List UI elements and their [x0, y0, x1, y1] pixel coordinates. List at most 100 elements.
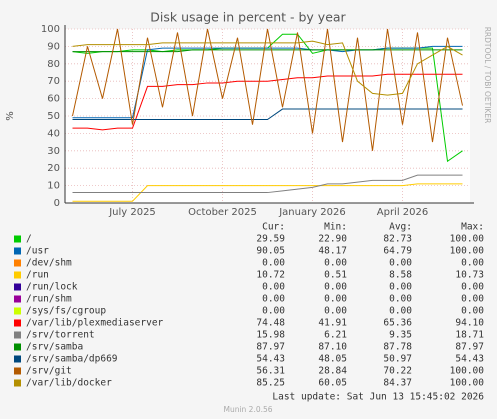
legend-stat: 9.35: [389, 330, 412, 341]
legend-swatch: [14, 319, 21, 327]
legend-stat: 60.05: [318, 378, 347, 389]
legend-stat: 8.58: [389, 270, 412, 281]
legend-stat: 54.43: [455, 354, 484, 365]
y-tick-label: 100: [41, 24, 60, 35]
legend-stat: 0.00: [461, 282, 484, 293]
legend-entry: /var/lib/docker: [26, 378, 112, 389]
legend-stat: 100.00: [450, 378, 485, 389]
series-line: [72, 108, 463, 120]
y-tick-label: 20: [47, 163, 60, 174]
legend-stat: 56.31: [256, 366, 285, 377]
legend-stat: 0.00: [461, 306, 484, 317]
legend-stat: 28.84: [318, 366, 347, 377]
legend-stat: 87.10: [318, 342, 347, 353]
legend-stat: 85.25: [256, 378, 285, 389]
x-tick-label: April 2026: [377, 207, 428, 218]
legend-entry: /run/lock: [26, 282, 78, 293]
legend-swatch: [14, 331, 21, 339]
legend-stat: 0.00: [262, 282, 285, 293]
legend-stat: 15.98: [256, 330, 285, 341]
legend-header: Min:: [324, 222, 347, 233]
legend-entry: /srv/samba/dp669: [26, 354, 118, 365]
legend-stat: 0.00: [389, 282, 412, 293]
legend-swatch: [14, 283, 21, 291]
legend-stat: 22.90: [318, 234, 347, 245]
legend-swatch: [14, 307, 21, 315]
legend-swatch: [14, 295, 21, 303]
legend-entry: /dev/shm: [26, 258, 72, 269]
y-axis-label: %: [5, 111, 16, 121]
legend-stat: 100.00: [450, 246, 485, 257]
legend-header: Avg:: [389, 222, 412, 233]
legend-swatch: [14, 367, 21, 375]
legend-stat: 48.17: [318, 246, 347, 257]
y-tick-label: 90: [47, 41, 60, 52]
legend-header: Cur:: [262, 222, 285, 233]
y-tick-label: 80: [47, 59, 60, 70]
legend-swatch: [14, 355, 21, 363]
legend-stat: 0.00: [262, 306, 285, 317]
legend-stat: 65.36: [383, 318, 412, 329]
legend-swatch: [14, 247, 21, 255]
footer: Last update: Sat Jun 13 15:45:02 2026: [272, 392, 484, 403]
legend-swatch: [14, 259, 21, 267]
legend-stat: 0.00: [262, 294, 285, 305]
legend-stat: 0.00: [389, 306, 412, 317]
y-tick-label: 70: [47, 76, 60, 87]
legend-stat: 70.22: [383, 366, 412, 377]
chart-title: Disk usage in percent - by year: [150, 10, 346, 25]
legend-stat: 41.91: [318, 318, 347, 329]
x-tick-label: January 2026: [278, 207, 346, 218]
legend-stat: 87.97: [256, 342, 285, 353]
legend-stat: 0.00: [324, 282, 347, 293]
legend-stat: 74.48: [256, 318, 285, 329]
y-tick-label: 10: [47, 181, 60, 192]
series-line: [72, 174, 463, 194]
x-tick-label: October 2025: [188, 207, 257, 218]
series-line: [72, 40, 463, 96]
legend-stat: 94.10: [455, 318, 484, 329]
legend-stat: 18.71: [455, 330, 484, 341]
legend-stat: 87.78: [383, 342, 412, 353]
series-line: [72, 183, 463, 202]
legend-entry: /var/lib/plexmediaserver: [26, 318, 164, 329]
series-line: [72, 73, 463, 131]
version: Munin 2.0.56: [223, 405, 272, 414]
legend-stat: 0.00: [461, 258, 484, 269]
legend-stat: 50.97: [383, 354, 412, 365]
series-line: [72, 28, 463, 151]
legend-stat: 10.72: [256, 270, 285, 281]
y-tick-label: 50: [47, 111, 60, 122]
legend-stat: 10.73: [455, 270, 484, 281]
legend-swatch: [14, 235, 21, 243]
legend-swatch: [14, 343, 21, 351]
legend-entry: /: [26, 234, 32, 245]
legend-swatch: [14, 271, 21, 279]
legend-stat: 0.00: [324, 306, 347, 317]
y-tick-label: 60: [47, 94, 60, 105]
legend-stat: 0.00: [461, 294, 484, 305]
legend-stat: 29.59: [256, 234, 285, 245]
legend-entry: /run/shm: [26, 294, 72, 305]
side-label: RRDTOOL / TOBI OETIKER: [483, 27, 492, 124]
legend-stat: 6.21: [324, 330, 347, 341]
legend-entry: /sys/fs/cgroup: [26, 306, 106, 317]
legend-stat: 0.00: [324, 294, 347, 305]
legend-stat: 100.00: [450, 366, 485, 377]
legend-entry: /usr: [26, 246, 49, 257]
legend-entry: /srv/samba: [26, 342, 83, 353]
legend-stat: 0.00: [389, 258, 412, 269]
legend-stat: 82.73: [383, 234, 412, 245]
legend-entry: /srv/torrent: [26, 330, 95, 341]
legend-stat: 0.00: [262, 258, 285, 269]
legend-stat: 0.00: [324, 258, 347, 269]
legend-stat: 0.00: [389, 294, 412, 305]
legend-header: Max:: [461, 222, 484, 233]
y-tick-label: 30: [47, 146, 60, 157]
legend-stat: 48.05: [318, 354, 347, 365]
legend-stat: 90.05: [256, 246, 285, 257]
y-tick-label: 40: [47, 128, 60, 139]
legend-stat: 64.79: [383, 246, 412, 257]
y-tick-label: 0: [54, 198, 60, 209]
